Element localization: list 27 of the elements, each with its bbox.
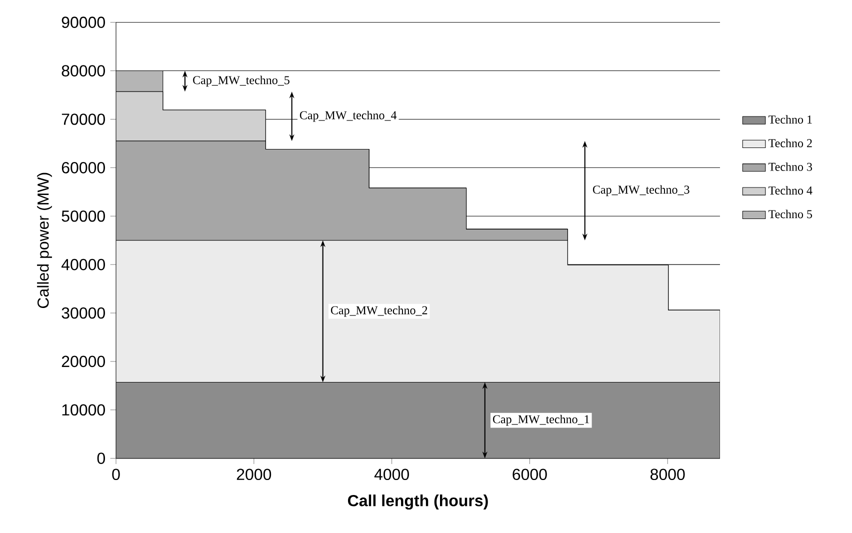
x-tick-label: 2000 bbox=[236, 468, 272, 480]
y-tick-label: 30000 bbox=[62, 307, 105, 318]
annotation: Cap_MW_techno_1 bbox=[492, 414, 590, 426]
legend-label: Techno 4 bbox=[768, 186, 812, 194]
y-tick-label: 0 bbox=[97, 452, 105, 464]
y-tick-label: 80000 bbox=[62, 64, 105, 76]
y-tick-label: 60000 bbox=[62, 162, 105, 174]
y-tick-label: 90000 bbox=[62, 16, 105, 28]
x-tick-label: 4000 bbox=[374, 468, 409, 480]
legend-label: Techno 1 bbox=[768, 114, 812, 124]
y-tick-label: 20000 bbox=[62, 356, 105, 367]
y-axis-title: Called power (MW) bbox=[37, 172, 52, 308]
x-tick-label: 6000 bbox=[512, 468, 547, 480]
y-tick-label: 40000 bbox=[61, 258, 105, 270]
x-tick-label: 0 bbox=[112, 468, 120, 480]
y-tick-label: 10000 bbox=[62, 404, 105, 416]
legend-label: Techno 5 bbox=[768, 210, 812, 218]
y-tick-label: 50000 bbox=[62, 210, 105, 222]
y-tick-label: 70000 bbox=[62, 113, 105, 125]
annotation: Cap_MW_techno_3 bbox=[592, 185, 690, 196]
x-tick-label: 8000 bbox=[650, 468, 685, 480]
annotation: Cap_MW_techno_4 bbox=[300, 110, 397, 122]
legend-label: Techno 3 bbox=[768, 162, 812, 171]
legend-label: Techno 2 bbox=[768, 138, 812, 148]
x-axis-title: Call length (hours) bbox=[348, 494, 488, 510]
annotation: Cap_MW_techno_2 bbox=[330, 306, 428, 317]
annotation: Cap_MW_techno_5 bbox=[193, 76, 290, 86]
